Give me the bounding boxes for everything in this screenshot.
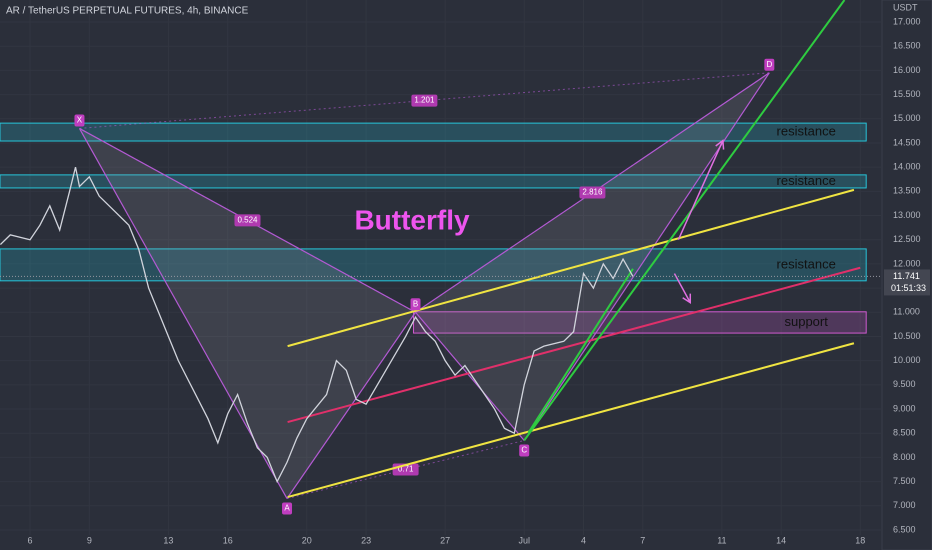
countdown-label: 01:51:33 bbox=[891, 283, 926, 293]
y-tick-label: 8.000 bbox=[893, 452, 916, 462]
trend-line bbox=[287, 188, 855, 348]
arrow-head bbox=[715, 139, 725, 150]
y-tick-label: 11.000 bbox=[893, 307, 920, 317]
point-box bbox=[282, 502, 293, 515]
ratio-box bbox=[234, 214, 261, 227]
point-box bbox=[410, 298, 421, 311]
zone-label: resistance bbox=[777, 256, 836, 271]
ratio-label: 0.71 bbox=[398, 465, 414, 474]
y-tick-label: 16.500 bbox=[893, 41, 921, 51]
y-tick-label: 6.500 bbox=[893, 524, 916, 534]
x-tick-label: 27 bbox=[440, 535, 450, 545]
point-label: B bbox=[413, 299, 418, 308]
zone-label: resistance bbox=[777, 124, 836, 139]
ratio-label: 0.524 bbox=[237, 215, 258, 224]
zone bbox=[0, 122, 867, 142]
price-line bbox=[0, 166, 634, 484]
x-tick-label: 7 bbox=[640, 535, 645, 545]
point-box bbox=[74, 114, 85, 127]
pattern-area bbox=[79, 128, 416, 499]
y-tick-label: 10.500 bbox=[893, 331, 921, 341]
y-tick-label: 7.000 bbox=[893, 500, 916, 510]
x-tick-label: 11 bbox=[717, 535, 726, 545]
x-tick-label: 9 bbox=[87, 535, 92, 545]
x-tick-label: 13 bbox=[163, 535, 173, 545]
arrow bbox=[677, 140, 724, 241]
trend-line bbox=[527, 268, 634, 434]
y-tick-label: 9.500 bbox=[893, 379, 916, 389]
last-price-label: 11.741 bbox=[893, 271, 920, 281]
point-label: D bbox=[766, 60, 772, 69]
y-tick-label: 7.500 bbox=[893, 476, 916, 486]
point-box bbox=[519, 444, 530, 457]
y-tick-label: 16.000 bbox=[893, 65, 921, 75]
point-box bbox=[764, 58, 775, 71]
pattern-name: Butterfly bbox=[354, 204, 470, 235]
y-tick-label: 15.000 bbox=[893, 113, 921, 123]
y-unit: USDT bbox=[893, 2, 918, 12]
ratio-line bbox=[286, 439, 525, 500]
y-tick-label: 13.000 bbox=[893, 210, 921, 220]
last-price-box bbox=[884, 269, 930, 296]
point-label: A bbox=[284, 504, 290, 513]
y-tick-label: 8.500 bbox=[893, 428, 916, 438]
x-tick-label: 20 bbox=[302, 535, 312, 545]
x-tick-label: 18 bbox=[855, 535, 865, 545]
ratio-line bbox=[415, 72, 770, 313]
point-label: X bbox=[77, 116, 83, 125]
x-tick-label: 4 bbox=[581, 535, 586, 545]
arrow-head bbox=[682, 293, 692, 304]
pattern-leg bbox=[415, 311, 525, 441]
y-tick-label: 17.000 bbox=[893, 16, 921, 26]
y-tick-label: 12.000 bbox=[893, 258, 921, 268]
zone bbox=[0, 248, 867, 282]
ratio-box bbox=[579, 186, 606, 199]
y-tick-label: 10.000 bbox=[893, 355, 921, 365]
point-label: C bbox=[521, 446, 527, 455]
zone-label: resistance bbox=[777, 173, 836, 188]
y-tick-label: 14.500 bbox=[893, 137, 921, 147]
pattern-area bbox=[415, 72, 770, 441]
zone bbox=[413, 311, 867, 334]
ratio-label: 1.201 bbox=[414, 96, 435, 105]
arrow bbox=[673, 273, 691, 303]
y-tick-label: 9.000 bbox=[893, 403, 916, 413]
x-tick-label: 14 bbox=[776, 535, 786, 545]
pattern-leg bbox=[523, 72, 770, 441]
y-tick-label: 15.500 bbox=[893, 89, 921, 99]
x-tick-label: 16 bbox=[223, 535, 233, 545]
trend-line bbox=[523, 0, 846, 442]
ratio-label: 2.816 bbox=[582, 188, 603, 197]
y-tick-label: 12.500 bbox=[893, 234, 921, 244]
chart-title: AR / TetherUS PERPETUAL FUTURES, 4h, BIN… bbox=[6, 6, 249, 17]
zone bbox=[0, 174, 867, 189]
x-tick-label: Jul bbox=[518, 535, 530, 545]
zone-label: support bbox=[784, 314, 828, 329]
trend-line bbox=[287, 266, 861, 424]
x-tick-label: 6 bbox=[28, 535, 33, 545]
trend-line bbox=[287, 342, 855, 499]
x-tick-label: 23 bbox=[361, 535, 371, 545]
y-tick-label: 14.000 bbox=[893, 162, 921, 172]
y-tick-label: 13.500 bbox=[893, 186, 921, 196]
ratio-box bbox=[411, 94, 438, 107]
